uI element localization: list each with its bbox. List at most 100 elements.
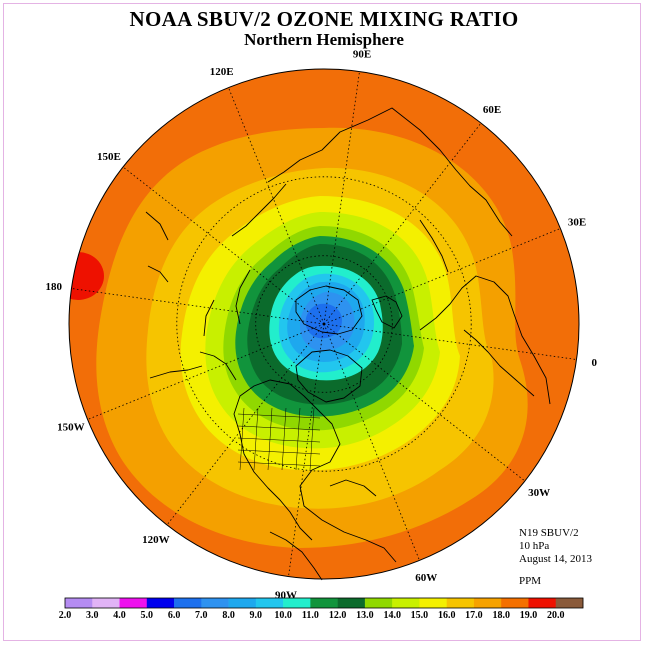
graticule — [71, 71, 577, 577]
date-label: August 14, 2013 — [519, 553, 593, 565]
colorbar-tick-label: 20.0 — [547, 610, 565, 621]
colorbar-swatch — [283, 598, 311, 608]
state-boundary — [237, 449, 321, 455]
ozone-contour-6 — [305, 303, 342, 339]
coastline-segment — [329, 479, 377, 497]
colorbar-tick-label: 15.0 — [411, 610, 429, 621]
coastline-segment — [149, 365, 203, 379]
colorbar-swatch — [419, 598, 447, 608]
colorbar-tick-label: 12.0 — [329, 610, 347, 621]
coastline-segment — [145, 211, 169, 241]
colorbar-swatch — [119, 598, 148, 608]
colorbar-tick-label: 18.0 — [492, 610, 510, 621]
longitude-label: 60W — [415, 572, 437, 584]
meridian-line — [323, 122, 482, 325]
coastline-segment — [239, 379, 397, 563]
state-boundary — [281, 407, 287, 471]
state-boundary — [239, 407, 245, 471]
meridian-line — [87, 323, 325, 420]
meridian-line — [323, 71, 360, 325]
longitude-label: 30E — [568, 217, 586, 229]
colorbar-swatch — [501, 598, 529, 608]
colorbar-swatch — [446, 598, 475, 608]
coastline-segment — [295, 285, 363, 335]
colorbar-tick-label: 3.0 — [86, 610, 99, 621]
colorbar-tick-label: 4.0 — [113, 610, 126, 621]
colorbar-swatch — [473, 598, 502, 608]
longitude-label: 60E — [483, 104, 501, 116]
colorbar-outline — [64, 597, 584, 609]
coastline-segment — [267, 107, 513, 237]
longitude-label: 150E — [97, 151, 121, 163]
coastline-segment — [269, 531, 323, 581]
colorbar-swatch — [364, 598, 393, 608]
colorbar-tick-label: 14.0 — [383, 610, 401, 621]
longitude-label: 120W — [142, 534, 170, 546]
state-boundary — [267, 407, 273, 471]
map-subtitle: Northern Hemisphere — [244, 30, 404, 49]
map-title: NOAA SBUV/2 OZONE MIXING RATIO — [129, 7, 519, 31]
meridian-line — [323, 323, 526, 482]
longitude-label: 180 — [45, 281, 62, 293]
state-boundary — [295, 407, 301, 471]
meridian-line — [228, 87, 325, 325]
coastline-segment — [295, 349, 363, 403]
colorbar: 2.0 3.0 4.0 5.0 6.0 7.0 8.0 9.0 10.0 11.0 12.0 13.0… — [59, 597, 584, 621]
coastline-segment — [233, 395, 313, 541]
meridian-line — [288, 323, 325, 577]
state-boundary — [237, 413, 321, 419]
colorbar-swatch — [228, 598, 257, 608]
colorbar-swatch — [92, 598, 120, 608]
longitude-label: 0 — [592, 357, 598, 369]
colorbar-swatch — [392, 598, 420, 608]
colorbar-swatch — [174, 598, 202, 608]
satellite-label: N19 SBUV/2 — [519, 527, 579, 539]
latitude-circle — [255, 255, 393, 393]
coastline-segment — [371, 295, 403, 329]
plot-frame — [3, 3, 641, 641]
colorbar-swatch — [528, 598, 557, 608]
colorbar-tick-label: 10.0 — [274, 610, 292, 621]
colorbar-swatch — [146, 598, 175, 608]
coastline-segment — [147, 265, 169, 283]
colorbar-swatch — [255, 598, 284, 608]
colorbar-tick-label: 17.0 — [465, 610, 483, 621]
state-boundary — [237, 437, 321, 443]
units-label: PPM — [519, 575, 542, 587]
colorbar-swatch — [201, 598, 229, 608]
map-boundary — [68, 68, 580, 580]
state-boundary — [237, 425, 321, 431]
meridian-line — [71, 288, 325, 325]
colorbar-swatch — [337, 598, 366, 608]
colorbar-tick-label: 13.0 — [356, 610, 374, 621]
coastline-segment — [419, 219, 449, 273]
colorbar-tick-label: 5.0 — [141, 610, 154, 621]
coastline-segment — [463, 329, 535, 397]
latitude-circle — [176, 176, 472, 472]
meridian-line — [122, 166, 325, 325]
colorbar-tick-label: 2.0 — [59, 610, 72, 621]
longitude-label: 150W — [57, 421, 85, 433]
colorbar-tick-label: 11.0 — [302, 610, 319, 621]
coastline-segment — [419, 275, 551, 405]
ozone-contour-19 — [69, 252, 104, 300]
colorbar-swatch — [555, 598, 584, 608]
longitude-label: 30W — [528, 487, 550, 499]
coastline-segment — [235, 269, 251, 325]
colorbar-swatch — [65, 598, 93, 608]
meridian-line — [323, 228, 561, 325]
colorbar-tick-label: 6.0 — [168, 610, 181, 621]
colorbar-tick-label: 16.0 — [438, 610, 456, 621]
meridian-line — [166, 323, 325, 526]
coastline-segment — [203, 299, 215, 337]
colorbar-tick-label: 9.0 — [250, 610, 263, 621]
colorbar-tick-label: 8.0 — [222, 610, 235, 621]
state-boundary — [309, 407, 315, 471]
colorbar-tick-label: 19.0 — [520, 610, 538, 621]
ozone-field — [69, 69, 579, 579]
coastline-segment — [199, 351, 237, 381]
meridian-line — [323, 323, 420, 561]
